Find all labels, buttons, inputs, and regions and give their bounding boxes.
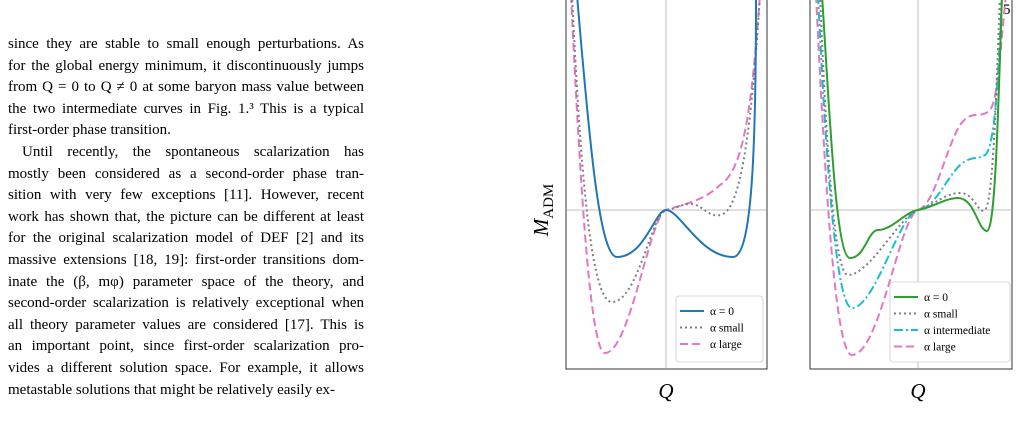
page-number: 5 [1003,2,1011,18]
text-line: inate the (β, mφ) parameter space of the… [8,273,364,290]
text-line: second-order scalarization is relatively… [8,295,364,312]
legend-label: α small [924,309,958,321]
legend [675,295,764,363]
x-axis-label: Q [910,379,925,403]
text-line: vides a different solution space. For ex… [8,359,364,376]
text-line: first-order phase transition. [8,122,171,139]
text-line: metastable solutions that might be relat… [8,381,335,398]
text-line: sition with very few exceptions [11]. Ho… [8,187,364,204]
text-line: an important point, since first-order sc… [8,338,364,355]
figure: α = 0 α small α large α = 0 α small α interm… [529,0,1013,403]
legend-label: α large [710,339,742,351]
text-line: since they are stable to small enough pe… [8,36,364,52]
y-label-subscript: ADM [541,184,557,219]
curve-alpha-intermediate [817,0,1003,310]
text-line: massive extensions [18, 19]: first-order… [8,251,364,268]
panel-frame [809,0,1013,370]
y-label-main: M [529,217,553,237]
text-line: for the global energy minimum, it discon… [8,57,364,74]
text-line: Until recently, the spontaneous scalariz… [22,143,364,160]
curve-alpha-0 [821,0,1003,260]
legend-label: α = 0 [710,306,734,318]
text-line: mostly been considered as a second-order… [8,165,364,182]
text-line: from Q = 0 to Q ≠ 0 at some baryon mass … [8,79,364,96]
legend [889,281,1011,363]
curve-alpha-0 [576,0,757,259]
legend-label: α small [710,323,744,335]
curve-alpha-small [819,0,1001,277]
text-line: the two intermediate curves in Fig. 1.³ … [8,100,364,117]
panel-frame [565,0,768,370]
text-line: for the original scalarization model of … [8,230,364,247]
x-axis-label: Q [658,379,673,403]
legend-label: α = 0 [924,292,948,304]
curve-alpha-large [570,0,761,355]
legend-label: α intermediate [924,325,990,337]
body-text: since they are stable to small enough pe… [8,34,364,401]
y-axis-label: MADM [529,184,557,238]
text-line: all theory parameter values are consider… [8,316,364,333]
text-line: work has shown that, the picture can be … [8,208,364,225]
legend-label: α large [924,342,956,354]
